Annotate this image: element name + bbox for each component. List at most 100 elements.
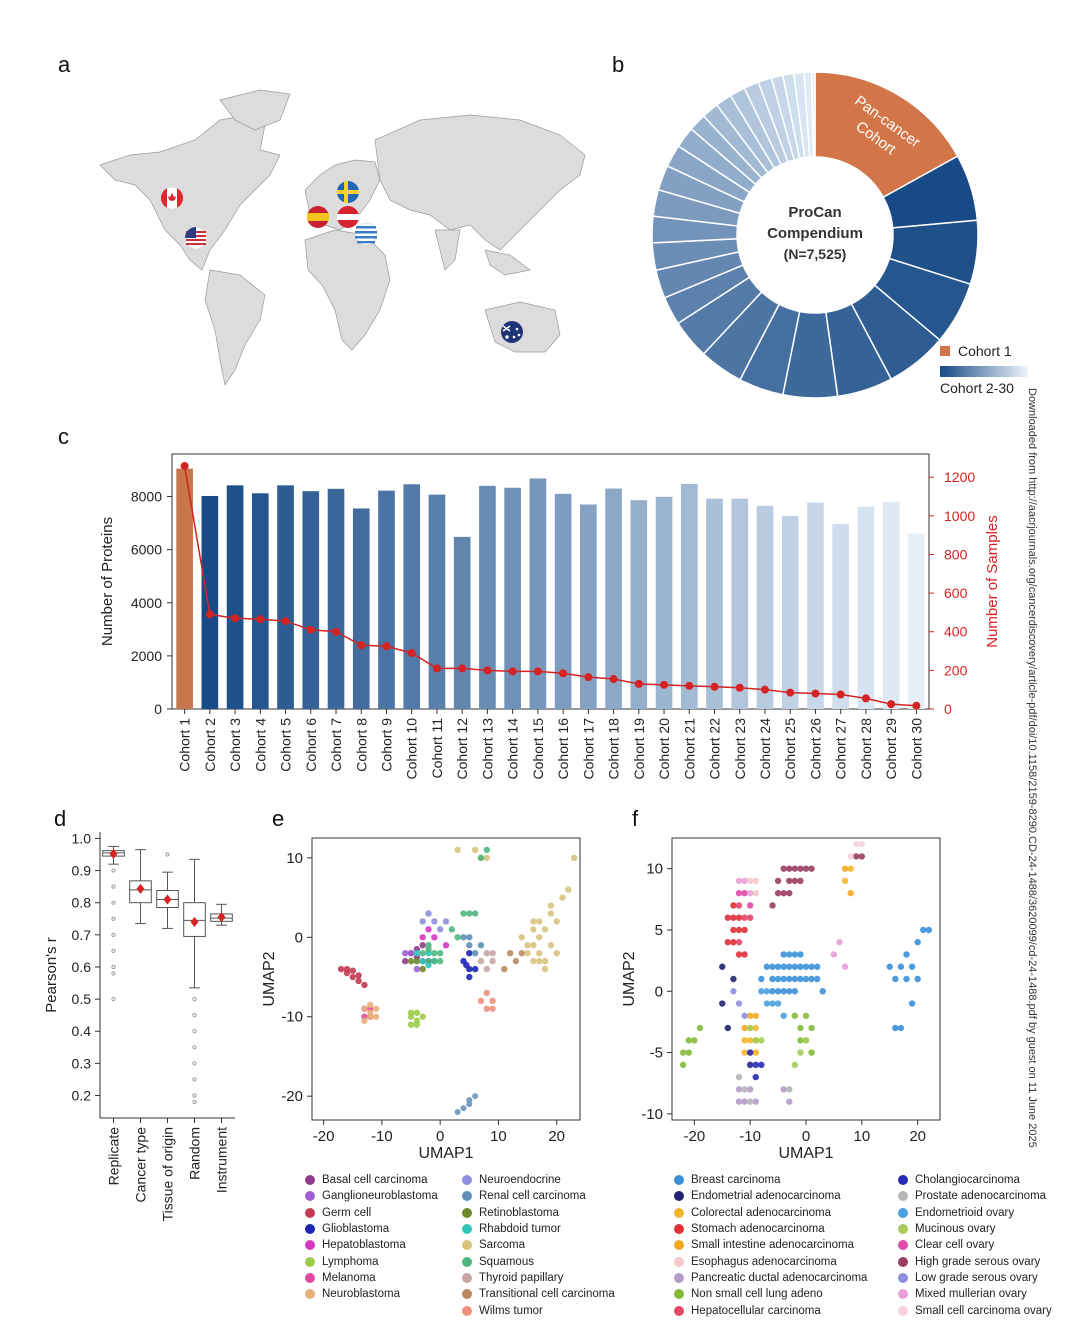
- x-tick-3: Cohort 3: [227, 718, 243, 772]
- f-point: [903, 975, 910, 983]
- e-point: [413, 949, 421, 957]
- f-point: [752, 1037, 759, 1044]
- f-point: [730, 926, 737, 934]
- legend-label: Sarcoma: [479, 1239, 526, 1252]
- f-point: [797, 877, 804, 885]
- f-point: [830, 951, 838, 958]
- legend-item: Esophagus adenocarcinoma: [674, 1253, 867, 1269]
- f-point: [791, 988, 799, 995]
- e-point: [419, 1013, 426, 1020]
- e-point: [477, 854, 485, 862]
- legend-cohort-2-30: Cohort 2-30: [940, 380, 1014, 396]
- f-point: [752, 1061, 759, 1069]
- legend-item: Renal cell carcinoma: [462, 1188, 615, 1204]
- south-america-shape: [204, 269, 266, 386]
- legend-item: Mucinous ovary: [898, 1221, 1052, 1237]
- x-tick-5: Cohort 5: [278, 718, 294, 772]
- samples-line: [183, 465, 917, 707]
- e-point: [419, 942, 426, 949]
- e-point: [483, 965, 490, 973]
- e-point: [471, 965, 479, 973]
- legend-label: Germ cell: [322, 1206, 372, 1219]
- e-point: [536, 918, 543, 925]
- legend-label: Endometrial adenocarcinoma: [691, 1190, 841, 1203]
- e-point: [431, 918, 438, 925]
- e-point: [565, 886, 572, 893]
- bar-plot-frame: [171, 453, 930, 710]
- f-point: [763, 1000, 771, 1007]
- d-x-tick-4: Random: [187, 1127, 203, 1180]
- legend-dot: [305, 1240, 315, 1251]
- f-point: [791, 963, 799, 970]
- samples-point-8: [357, 641, 366, 650]
- f-point: [685, 1049, 692, 1056]
- f-point: [797, 951, 804, 958]
- e-point: [506, 949, 514, 957]
- samples-point-30: [912, 701, 921, 710]
- d-x-tick-3: Tissue of origin: [160, 1127, 176, 1221]
- f-point: [786, 889, 793, 897]
- f-point: [786, 951, 793, 958]
- f-point: [735, 889, 743, 897]
- d-x-tick-1: Replicate: [106, 1127, 122, 1186]
- f-point: [780, 975, 787, 983]
- donut-slice-1: [814, 71, 959, 199]
- e-point: [559, 894, 566, 901]
- legend-item: Pancreatic ductal adenocarcinoma: [674, 1270, 867, 1286]
- legend-item: Sarcoma: [462, 1237, 615, 1253]
- f-point: [741, 1037, 748, 1044]
- e-y-tick: -10: [281, 1009, 303, 1026]
- donut-legend: Cohort 1 Cohort 2-30: [940, 343, 1028, 396]
- f-point: [853, 853, 860, 860]
- e-point: [413, 1021, 421, 1028]
- e-point: [472, 1093, 479, 1100]
- legend-label: Rhabdoid tumor: [479, 1223, 561, 1236]
- bar-cohort-9: [378, 490, 395, 709]
- bar-cohort-15: [529, 478, 547, 709]
- e-x-axis-label: UMAP1: [418, 1145, 473, 1162]
- f-point: [791, 1012, 799, 1019]
- d-y-axis-label: Pearson's r: [43, 937, 60, 1012]
- australia-shape: [484, 301, 561, 353]
- e-point: [349, 973, 356, 981]
- f-point: [786, 877, 793, 885]
- f-point: [791, 877, 799, 885]
- f-point: [752, 1098, 759, 1105]
- f-y-axis-label: UMAP2: [621, 951, 638, 1006]
- legend-item: Basal cell carcinoma: [305, 1172, 438, 1188]
- legend-dot: [898, 1207, 908, 1218]
- e-point: [541, 957, 549, 965]
- panel-label-a: a: [58, 52, 71, 77]
- x-tick-24: Cohort 24: [757, 718, 773, 780]
- e-point: [483, 854, 490, 862]
- bar-cohort-23: [731, 498, 749, 709]
- f-point: [774, 877, 782, 885]
- legend-label: Hepatoblastoma: [322, 1239, 406, 1252]
- f-point: [758, 1037, 765, 1044]
- donut-chart: ProCan Compendium (N=7,525) Pan-cancer C…: [651, 71, 979, 399]
- legend-dot: [305, 1256, 315, 1267]
- legend-item: Rhabdoid tumor: [462, 1221, 615, 1237]
- f-point: [724, 1024, 732, 1032]
- f-point: [808, 975, 815, 983]
- f-point: [679, 1061, 687, 1069]
- f-point: [847, 853, 854, 860]
- f-point: [746, 1086, 754, 1093]
- samples-point-24: [760, 685, 769, 694]
- bar-cohort-28: [857, 506, 875, 709]
- samples-point-2: [205, 610, 214, 619]
- e-point: [431, 934, 438, 941]
- e-point: [512, 957, 520, 965]
- legend-label: Breast carcinoma: [691, 1174, 781, 1187]
- f-point: [735, 902, 743, 909]
- f-point: [763, 988, 771, 995]
- legend-dot: [674, 1256, 684, 1267]
- e-point: [466, 942, 473, 949]
- samples-point-29: [887, 700, 896, 709]
- x-tick-29: Cohort 29: [883, 718, 899, 780]
- asia-shape: [374, 114, 586, 251]
- f-point: [735, 1098, 743, 1105]
- e-y-axis-label: UMAP2: [261, 951, 278, 1006]
- panel-label-c: c: [58, 424, 69, 449]
- e-point: [419, 965, 426, 973]
